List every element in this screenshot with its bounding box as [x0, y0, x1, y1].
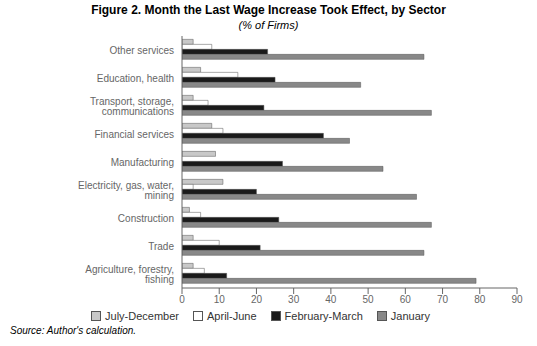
svg-text:90: 90 [511, 294, 523, 305]
svg-text:50: 50 [363, 294, 375, 305]
svg-text:Manufacturing: Manufacturing [111, 157, 174, 168]
svg-text:Electricity, gas, water,mining: Electricity, gas, water,mining [78, 180, 174, 201]
html-text:Figure 2. Month the Last Wage: Figure 2. Month the Last Wage Increase T… [91, 3, 446, 17]
svg-text:Agriculture, forestry,fishing: Agriculture, forestry,fishing [85, 264, 174, 285]
svg-text:10: 10 [214, 294, 226, 305]
svg-text:30: 30 [288, 294, 300, 305]
svg-text:60: 60 [400, 294, 412, 305]
svg-text:70: 70 [437, 294, 449, 305]
svg-text:Trade: Trade [148, 241, 174, 252]
svg-text:0: 0 [179, 294, 185, 305]
svg-text:Financial services: Financial services [95, 129, 174, 140]
html-text:July-December: July-December [105, 310, 179, 322]
svg-text:80: 80 [474, 294, 486, 305]
html-text:Source: Author's calculation.: Source: Author's calculation. [10, 325, 137, 336]
svg-text:Other services: Other services [110, 45, 174, 56]
html-text:January: January [390, 310, 430, 322]
svg-text:Transport, storage,communicati: Transport, storage,communications [90, 96, 174, 117]
html-text:(% of Firms): (% of Firms) [238, 19, 299, 31]
svg-text:40: 40 [325, 294, 337, 305]
svg-text:Education, health: Education, health [97, 73, 174, 84]
html-text:April-June: April-June [207, 310, 257, 322]
html-text:February-March: February-March [284, 310, 363, 322]
svg-text:Construction: Construction [118, 213, 174, 224]
svg-text:20: 20 [251, 294, 263, 305]
